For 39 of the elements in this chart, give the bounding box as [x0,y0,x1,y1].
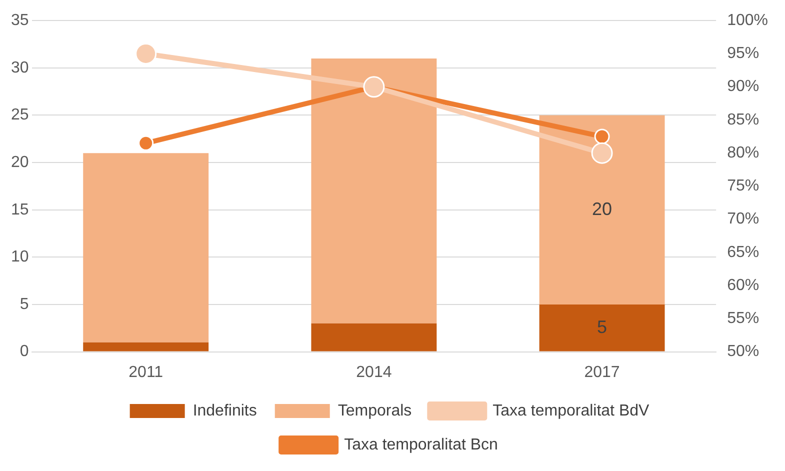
x-tick-label: 2011 [128,364,164,381]
y2-tick-label: 55% [727,310,760,328]
y-tick-label: 25 [11,106,29,124]
legend-label: Taxa temporalitat Bcn [344,436,498,454]
point [594,128,610,144]
data-label: 5 [597,316,608,337]
point [591,142,613,164]
bar [539,115,665,304]
y2-tick-label: 50% [727,343,760,360]
y-tick-label: 15 [11,201,29,218]
y2-tick-label: 100% [727,12,768,30]
bar [539,304,665,352]
bar [83,153,209,342]
y2-tick-label: 70% [727,210,760,228]
x-tick-label: 2014 [356,364,392,381]
y2-tick-label: 85% [727,111,760,128]
legend-label: Indefinits [192,402,257,420]
legend-label: Taxa temporalitat BdV [492,402,650,420]
y-tick-label: 5 [20,296,29,313]
y-tick-label: 35 [11,12,29,30]
y-tick-label: 30 [11,59,29,76]
bar [311,323,437,352]
y-tick-label: 20 [11,154,29,171]
y2-tick-label: 65% [727,244,760,261]
y2-tick-label: 95% [727,45,760,62]
data-label: 20 [592,198,612,219]
y2-tick-label: 80% [727,144,760,162]
y2-tick-label: 90% [727,78,760,96]
point [363,76,385,98]
bar [83,342,209,352]
legend-label: Temporals [338,402,412,420]
point [135,42,157,64]
bar [311,58,437,324]
x-tick-label: 2017 [584,364,620,381]
point [138,135,154,151]
y2-tick-label: 60% [727,276,760,294]
y-tick-label: 10 [11,248,29,266]
y-tick-label: 0 [20,343,29,360]
y2-tick-label: 75% [727,178,760,195]
